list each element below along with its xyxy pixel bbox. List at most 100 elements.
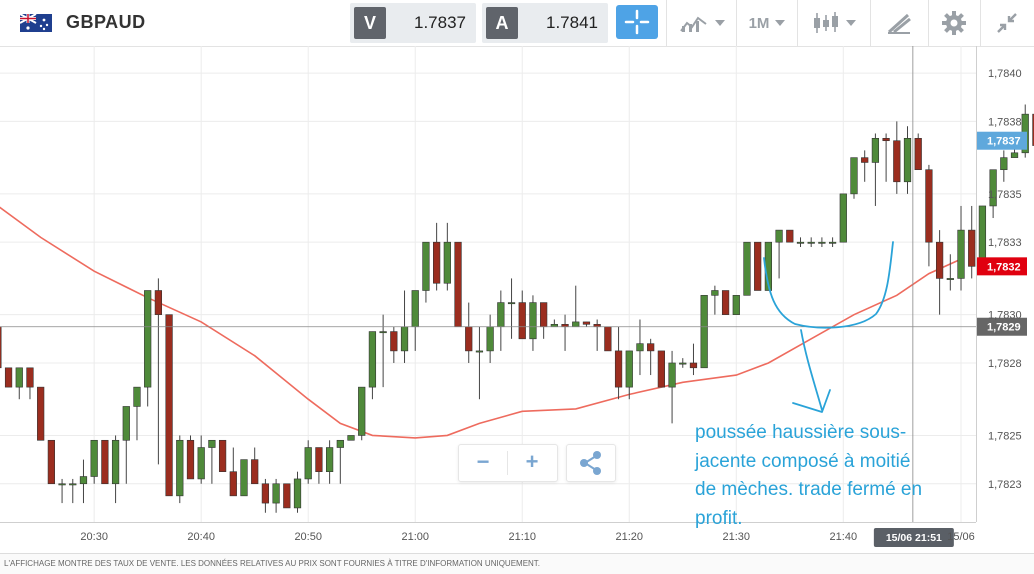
- candle: [614, 326, 623, 400]
- candle-body: [893, 140, 901, 183]
- candle: [754, 241, 762, 291]
- instrument-symbol: GBPAUD: [66, 12, 146, 32]
- candle: [968, 205, 976, 279]
- annotation-bracket: [763, 241, 894, 329]
- candle: [647, 338, 655, 376]
- candle: [229, 447, 237, 497]
- candlestick-chart[interactable]: 15/06 21:51 1,7837 1,7832 1,7829 1,7823 1,78…: [0, 46, 1034, 553]
- candle-body: [818, 241, 826, 244]
- annotation-line: de mèches. trade fermé en: [695, 479, 923, 500]
- candle: [26, 367, 34, 400]
- chart-type-button[interactable]: [668, 0, 736, 46]
- chart-annotation: poussée haussière sous- jacente composé …: [695, 419, 975, 533]
- candle: [518, 290, 526, 340]
- draw-icon: [887, 13, 911, 34]
- candle: [133, 386, 141, 441]
- candle-body: [251, 459, 259, 485]
- buy-price: 1.7841: [546, 13, 598, 32]
- price-disclaimer: L'AFFICHAGE MONTRE DES TAUX DE VENTE. LE…: [4, 559, 541, 568]
- x-tick-label: 21:40: [830, 531, 858, 543]
- candle-body: [882, 138, 890, 142]
- candle-body: [208, 439, 216, 448]
- crosshair-button[interactable]: [616, 5, 658, 39]
- candle-body: [839, 193, 847, 243]
- candle-body: [454, 241, 462, 328]
- draw-button[interactable]: [872, 0, 926, 46]
- candle-body: [422, 241, 430, 291]
- candle: [807, 237, 815, 248]
- candle-body: [946, 278, 954, 280]
- candle-body: [133, 386, 141, 407]
- candle-body: [925, 169, 933, 243]
- candle: [272, 478, 280, 513]
- candle: [582, 321, 591, 327]
- candle-body: [218, 439, 227, 472]
- candle-body: [111, 439, 120, 485]
- settings-button[interactable]: [930, 0, 978, 46]
- collapse-icon: [997, 13, 1017, 33]
- candle: [58, 478, 66, 504]
- collapse-button[interactable]: [982, 0, 1032, 46]
- candle-body: [465, 326, 473, 352]
- candle: [15, 367, 23, 400]
- candle: [550, 319, 558, 328]
- zoom-in-button[interactable]: +: [525, 449, 539, 474]
- candle: [122, 406, 130, 484]
- candle-body: [144, 290, 152, 388]
- price-tag: [977, 317, 1027, 336]
- candle: [861, 150, 869, 182]
- candle: [818, 237, 826, 248]
- x-tick-label: 21:30: [723, 531, 751, 543]
- candle-style-button[interactable]: [799, 0, 869, 46]
- timeframe-label: 1M: [748, 14, 770, 32]
- candle-body: [122, 406, 130, 441]
- share-button[interactable]: [566, 444, 616, 482]
- candle: [368, 331, 377, 400]
- candle: [721, 290, 730, 315]
- y-tick-label: 1,7833: [988, 237, 1022, 249]
- candle-body: [197, 447, 205, 480]
- candle-body: [37, 386, 45, 441]
- candle-body: [721, 290, 730, 315]
- candle-body: [336, 439, 344, 448]
- candle-body: [968, 229, 976, 267]
- y-tick-label: 1,7835: [988, 189, 1022, 201]
- candle: [679, 358, 687, 368]
- candle: [165, 314, 173, 497]
- candle-body: [732, 295, 740, 315]
- candle-body: [807, 241, 815, 244]
- candle: [486, 314, 494, 363]
- sell-price-box[interactable]: V 1.7837: [350, 3, 476, 43]
- x-tick-label: 20:30: [80, 531, 108, 543]
- candle: [497, 290, 505, 351]
- candle-body: [358, 386, 366, 436]
- candlestick-icon: [814, 12, 838, 33]
- buy-price-box[interactable]: A 1.7841: [482, 3, 608, 43]
- candle-body: [26, 367, 34, 388]
- candle: [786, 229, 794, 243]
- annotation-line: poussée haussière sous-: [695, 422, 907, 443]
- candle-body: [957, 229, 965, 279]
- candle-body: [743, 241, 751, 296]
- candle: [186, 435, 195, 480]
- candle: [144, 290, 152, 407]
- timeframe-button[interactable]: 1M: [738, 0, 796, 46]
- x-tick-label: 20:40: [187, 531, 215, 543]
- candle-body: [518, 302, 526, 340]
- candle-body: [154, 290, 163, 315]
- candle: [411, 290, 419, 351]
- candle: [101, 439, 109, 485]
- candle-body: [668, 362, 676, 388]
- candle: [315, 447, 323, 484]
- candle-body: [293, 478, 302, 509]
- candle-body: [443, 241, 451, 284]
- candle: [507, 278, 516, 339]
- candle: [240, 459, 248, 497]
- y-tick-label: 1,7823: [988, 479, 1022, 491]
- price-tag-label: 1,7837: [987, 136, 1021, 148]
- candle: [796, 237, 805, 248]
- candle: [475, 326, 484, 400]
- y-tick-label: 1,7828: [988, 358, 1022, 370]
- candle-body: [475, 350, 484, 353]
- zoom-out-button[interactable]: −: [476, 449, 490, 474]
